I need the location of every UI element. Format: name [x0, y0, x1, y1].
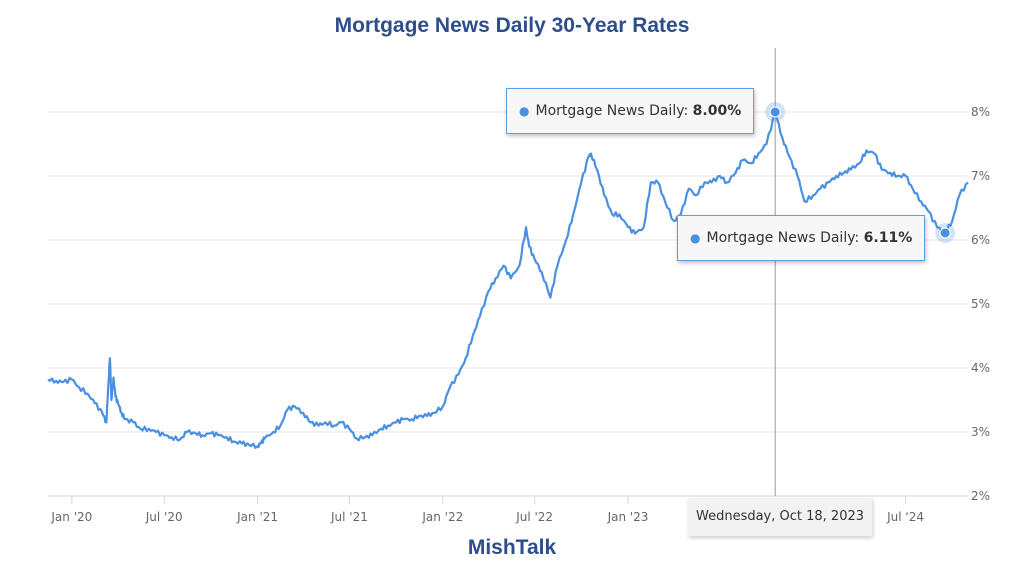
- crosshair-date-label: Wednesday, Oct 18, 2023: [688, 498, 872, 536]
- x-tick-label: Jan '20: [50, 510, 92, 524]
- x-tick-label: Jul '24: [886, 510, 924, 524]
- tooltip-peak: ● Mortgage News Daily: 8.00%: [506, 88, 755, 134]
- highlight-point: [939, 227, 951, 239]
- y-tick-label: 8%: [971, 105, 990, 119]
- x-tick-label: Jul '20: [145, 510, 183, 524]
- x-tick-label: Jan '21: [236, 510, 278, 524]
- grid-lines: [48, 111, 968, 433]
- x-tick-label: Jan '22: [421, 510, 463, 524]
- highlight-markers: [765, 102, 956, 243]
- y-tick-label: 5%: [971, 297, 990, 311]
- x-tick-label: Jan '23: [607, 510, 649, 524]
- y-tick-label: 7%: [971, 169, 990, 183]
- chart-title: Mortgage News Daily 30-Year Rates: [334, 14, 690, 37]
- tooltip-marker-icon: ●: [690, 231, 701, 245]
- x-tick-label: Jul '21: [330, 510, 368, 524]
- tooltip-series-name: Mortgage News Daily: [535, 103, 684, 119]
- x-axis: Jan '20 Jul '20 Jan '21 Jul '21 Jan '22 Jul '…: [50, 496, 924, 524]
- y-tick-label: 3%: [971, 425, 990, 439]
- y-tick-label: 2%: [971, 489, 990, 503]
- y-tick-label: 4%: [971, 361, 990, 375]
- tooltip-value: 8.00%: [692, 103, 742, 119]
- highlight-point: [769, 106, 781, 118]
- tooltip-value: 6.11%: [863, 230, 913, 246]
- tooltip-series-name: Mortgage News Daily: [706, 230, 855, 246]
- y-axis: 2% 3% 4% 5% 6% 7% 8%: [971, 105, 990, 503]
- tooltip-latest: ● Mortgage News Daily: 6.11%: [677, 215, 926, 261]
- x-tick-label: Jul '22: [515, 510, 553, 524]
- chart-credit: MishTalk: [467, 536, 557, 559]
- tooltip-marker-icon: ●: [519, 104, 530, 118]
- series-line-mortgage-news-daily: [47, 110, 969, 449]
- y-tick-label: 6%: [971, 233, 990, 247]
